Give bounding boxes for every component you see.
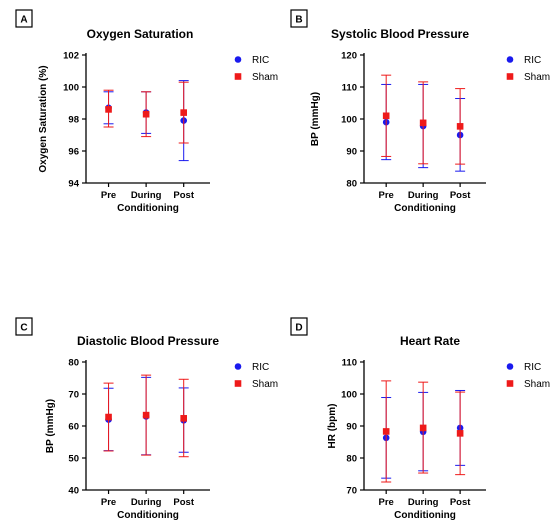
x-tick-label: During: [408, 497, 439, 508]
chart-title: Heart Rate: [400, 334, 460, 348]
legend-marker-sham: [234, 380, 242, 387]
chart-panel-b: B Systolic Blood Pressure 80 90 100 110 120 Pre…: [290, 9, 550, 214]
x-tick-label: Pre: [379, 190, 394, 201]
legend-label-ric: RIC: [524, 362, 541, 373]
y-tick-label: 96: [68, 147, 79, 158]
panel-label: A: [20, 15, 27, 26]
y-axis-label: HR (bpm): [327, 404, 338, 449]
panel-label-box: [15, 9, 33, 28]
chart-panel-d: D Heart Rate 70 80 90 100 110 Pre During Post Cond…: [290, 317, 550, 521]
legend-marker-sham: [234, 73, 242, 80]
sham-point: [419, 119, 427, 127]
x-tick-label: Post: [450, 190, 471, 201]
y-tick-label: 94: [68, 179, 79, 190]
x-axis-label: Conditioning: [117, 510, 179, 521]
sham-point: [105, 413, 112, 421]
x-tick-label: Pre: [101, 190, 116, 201]
x-tick-label: Pre: [101, 497, 116, 508]
y-tick-label: 80: [346, 179, 357, 190]
panel-label: D: [295, 323, 302, 334]
y-axis-label: BP (mmHg): [45, 399, 56, 453]
legend-marker-ric: [506, 56, 514, 63]
sham-point: [180, 109, 187, 116]
y-tick-label: 100: [341, 115, 357, 126]
legend-label-sham: Sham: [524, 379, 550, 390]
y-tick-label: 60: [68, 422, 79, 433]
y-axis-label: BP (mmHg): [310, 92, 321, 146]
y-tick-label: 80: [68, 358, 79, 369]
x-tick-label: Post: [173, 190, 194, 201]
panel-label-box: [15, 317, 33, 336]
panel-label: C: [20, 323, 27, 334]
x-tick-label: During: [408, 190, 439, 201]
y-tick-label: 100: [63, 83, 79, 94]
legend-label-sham: Sham: [252, 72, 278, 83]
legend-label-ric: RIC: [252, 55, 269, 66]
y-axis-label: Oxygen Saturation (%): [38, 65, 49, 172]
legend-marker-ric: [234, 56, 242, 63]
y-tick-label: 70: [68, 390, 79, 401]
y-tick-label: 70: [346, 486, 357, 497]
y-tick-label: 98: [68, 115, 79, 126]
legend-label-sham: Sham: [524, 72, 550, 83]
y-tick-label: 102: [63, 51, 79, 62]
x-tick-label: During: [131, 497, 162, 508]
y-tick-label: 40: [68, 486, 79, 497]
sham-point: [382, 112, 390, 120]
y-tick-label: 110: [342, 358, 357, 369]
legend-marker-sham: [506, 380, 514, 387]
sham-point: [419, 424, 427, 432]
x-axis-label: Conditioning: [117, 203, 179, 214]
legend-label-ric: RIC: [524, 55, 541, 66]
y-tick-label: 90: [346, 147, 357, 158]
panel-label-box: [290, 317, 308, 336]
chart-title: Systolic Blood Pressure: [331, 27, 469, 41]
x-tick-label: During: [131, 190, 162, 201]
y-tick-label: 100: [341, 390, 357, 401]
chart-title: Diastolic Blood Pressure: [77, 334, 219, 348]
x-axis-label: Conditioning: [394, 203, 456, 214]
chart-panel-c: C Diastolic Blood Pressure 40 50 60 70 80 Pre Du…: [15, 317, 278, 521]
y-tick-label: 80: [346, 454, 357, 465]
x-tick-label: Pre: [379, 497, 394, 508]
x-axis-label: Conditioning: [394, 510, 456, 521]
x-tick-label: Post: [450, 497, 471, 508]
panel-label: B: [295, 15, 302, 26]
y-tick-label: 90: [346, 422, 357, 433]
sham-point: [456, 123, 464, 130]
sham-point: [382, 428, 390, 435]
sham-point: [180, 415, 187, 422]
legend-label-sham: Sham: [252, 379, 278, 390]
legend-label-ric: RIC: [252, 362, 269, 373]
sham-point: [456, 430, 464, 437]
legend-marker-sham: [506, 73, 514, 80]
sham-point: [105, 106, 112, 113]
sham-point: [142, 411, 150, 419]
panel-label-box: [290, 9, 308, 28]
x-tick-label: Post: [173, 497, 194, 508]
chart-panel-a: A Oxygen Saturation 94 96 98 100 102 Pre During P…: [15, 9, 278, 214]
sham-point: [142, 110, 150, 118]
y-tick-label: 50: [68, 454, 79, 465]
y-tick-label: 120: [341, 51, 357, 62]
legend-marker-ric: [506, 363, 514, 370]
y-tick-label: 110: [342, 83, 357, 94]
chart-title: Oxygen Saturation: [87, 27, 194, 41]
legend-marker-ric: [234, 363, 242, 370]
